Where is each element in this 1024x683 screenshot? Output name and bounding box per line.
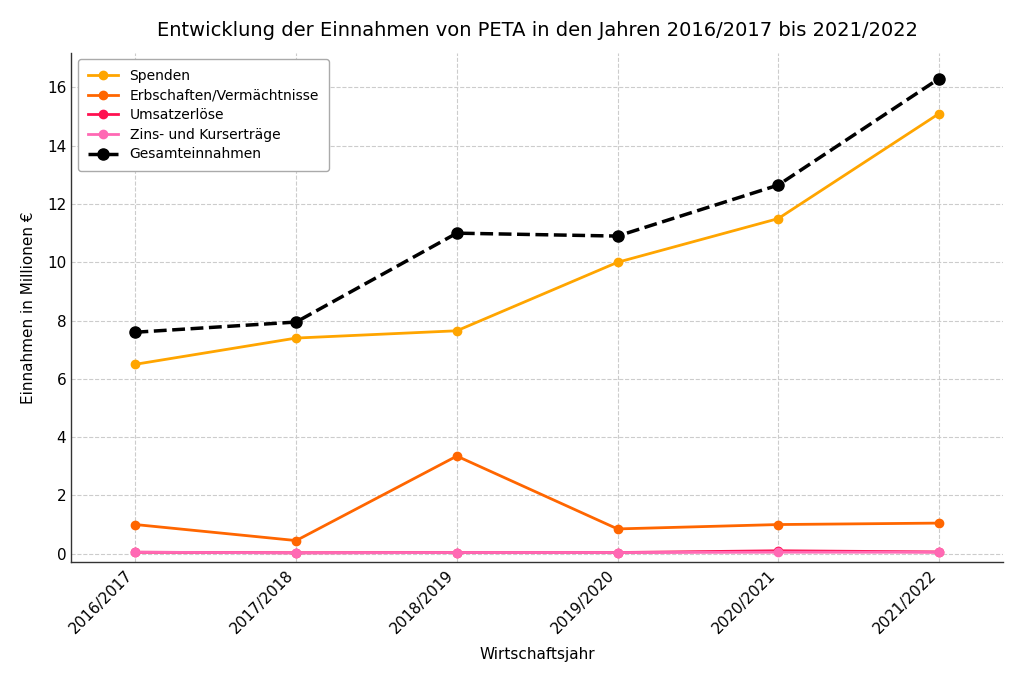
Umsatzerlöse [611,548,624,557]
Spenden [129,360,141,368]
Umsatzerlöse [129,548,141,557]
Spenden [290,334,302,342]
Spenden [772,214,784,223]
Y-axis label: Einnahmen in Millionen €: Einnahmen in Millionen € [20,211,36,404]
Spenden [933,109,945,117]
Line: Zins- und Kurserträge: Zins- und Kurserträge [131,548,943,557]
Gesamteinnahmen [933,74,945,83]
Line: Umsatzerlöse: Umsatzerlöse [131,546,943,557]
Spenden [611,258,624,266]
Erbschaften/Vermächtnisse [451,452,463,460]
Zins- und Kurserträge [290,548,302,557]
Zins- und Kurserträge [772,548,784,557]
Umsatzerlöse [772,546,784,555]
Gesamteinnahmen [129,328,141,336]
Zins- und Kurserträge [451,548,463,557]
X-axis label: Wirtschaftsjahr: Wirtschaftsjahr [479,647,595,662]
Line: Spenden: Spenden [131,109,943,368]
Erbschaften/Vermächtnisse [933,519,945,527]
Spenden [451,326,463,335]
Umsatzerlöse [290,548,302,557]
Erbschaften/Vermächtnisse [611,525,624,533]
Gesamteinnahmen [772,181,784,189]
Legend: Spenden, Erbschaften/Vermächtnisse, Umsatzerlöse, Zins- und Kurserträge, Gesamte: Spenden, Erbschaften/Vermächtnisse, Umsa… [78,59,329,171]
Umsatzerlöse [451,548,463,557]
Zins- und Kurserträge [129,548,141,557]
Line: Gesamteinnahmen: Gesamteinnahmen [130,73,944,338]
Umsatzerlöse [933,548,945,556]
Zins- und Kurserträge [611,548,624,557]
Erbschaften/Vermächtnisse [129,520,141,529]
Erbschaften/Vermächtnisse [772,520,784,529]
Zins- und Kurserträge [933,548,945,557]
Title: Entwicklung der Einnahmen von PETA in den Jahren 2016/2017 bis 2021/2022: Entwicklung der Einnahmen von PETA in de… [157,21,918,40]
Line: Erbschaften/Vermächtnisse: Erbschaften/Vermächtnisse [131,452,943,545]
Gesamteinnahmen [611,232,624,240]
Gesamteinnahmen [451,229,463,237]
Gesamteinnahmen [290,318,302,326]
Erbschaften/Vermächtnisse [290,536,302,544]
